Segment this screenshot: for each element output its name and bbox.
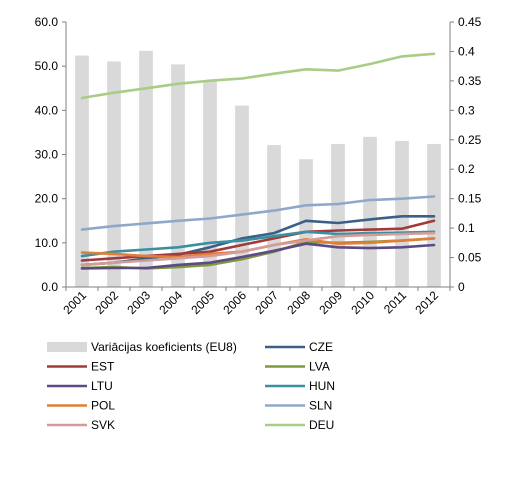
y-left-tick-label: 40.0 <box>35 103 59 117</box>
legend-label: DEU <box>309 418 334 432</box>
legend-label: LTU <box>91 379 113 393</box>
y-right-tick-label: 0.35 <box>458 74 482 88</box>
legend-label: POL <box>91 399 115 413</box>
x-tick-label: 2003 <box>124 288 153 317</box>
y-right-tick-label: 0.45 <box>458 15 482 29</box>
y-right-tick-label: 0.15 <box>458 192 482 206</box>
y-left-tick-label: 10.0 <box>35 236 59 250</box>
y-right-tick-label: 0.4 <box>458 44 475 58</box>
bar <box>203 80 217 287</box>
legend: Variācijas koeficients (EU8) CZE EST LVA LTU… <box>47 340 335 432</box>
axes-group: 0.0 10.0 20.0 30.0 40.0 50.0 60.0 0 0.05 0.1 0.15 0… <box>35 15 482 317</box>
y-right-tick-label: 0.05 <box>458 251 482 265</box>
y-right-tick-label: 0.3 <box>458 103 475 117</box>
series-line-sln <box>80 195 436 231</box>
y-right-tick-label: 0.2 <box>458 162 475 176</box>
series-line-svk <box>80 231 436 267</box>
legend-label: SLN <box>309 399 332 413</box>
y-right-tick-label: 0.1 <box>458 221 475 235</box>
bar <box>331 143 345 287</box>
y-left-tick-label: 60.0 <box>35 15 59 29</box>
bar <box>395 140 409 287</box>
x-tick-label: 2007 <box>252 288 281 317</box>
bar <box>299 159 313 287</box>
legend-label: SVK <box>91 418 115 432</box>
legend-label: CZE <box>309 340 333 354</box>
bar <box>171 64 185 288</box>
line-series-group <box>80 52 436 270</box>
series-line-hun <box>80 230 436 258</box>
x-tick-label: 2005 <box>188 288 217 317</box>
x-tick-label: 2011 <box>381 288 409 316</box>
bar <box>363 136 377 287</box>
legend-label: EST <box>91 360 115 374</box>
y-right-tick-label: 0.25 <box>458 133 482 147</box>
series-line-ltu <box>80 242 436 270</box>
bar <box>107 61 121 288</box>
y-left-tick-label: 30.0 <box>35 148 59 162</box>
series-line-deu <box>80 52 436 100</box>
y-left-tick-label: 50.0 <box>35 59 59 73</box>
y-right-tick-label: 0 <box>458 280 465 294</box>
x-tick-label: 2012 <box>412 288 441 317</box>
bar <box>267 145 281 287</box>
legend-label: LVA <box>309 360 330 374</box>
legend-label: Variācijas koeficients (EU8) <box>91 340 237 354</box>
bar <box>139 50 153 287</box>
x-tick-label: 2002 <box>92 288 121 317</box>
y-left-tick-label: 20.0 <box>35 192 59 206</box>
x-tick-label: 2001 <box>60 288 89 317</box>
series-line-cze <box>80 215 436 267</box>
x-tick-label: 2006 <box>220 288 249 317</box>
legend-label: HUN <box>309 379 335 393</box>
legend-swatch-bar <box>47 342 87 352</box>
y-left-tick-label: 0.0 <box>41 280 58 294</box>
x-tick-label: 2009 <box>316 288 345 317</box>
x-tick-label: 2008 <box>284 288 313 317</box>
x-tick-label: 2010 <box>348 288 377 317</box>
x-tick-label: 2004 <box>156 288 185 317</box>
